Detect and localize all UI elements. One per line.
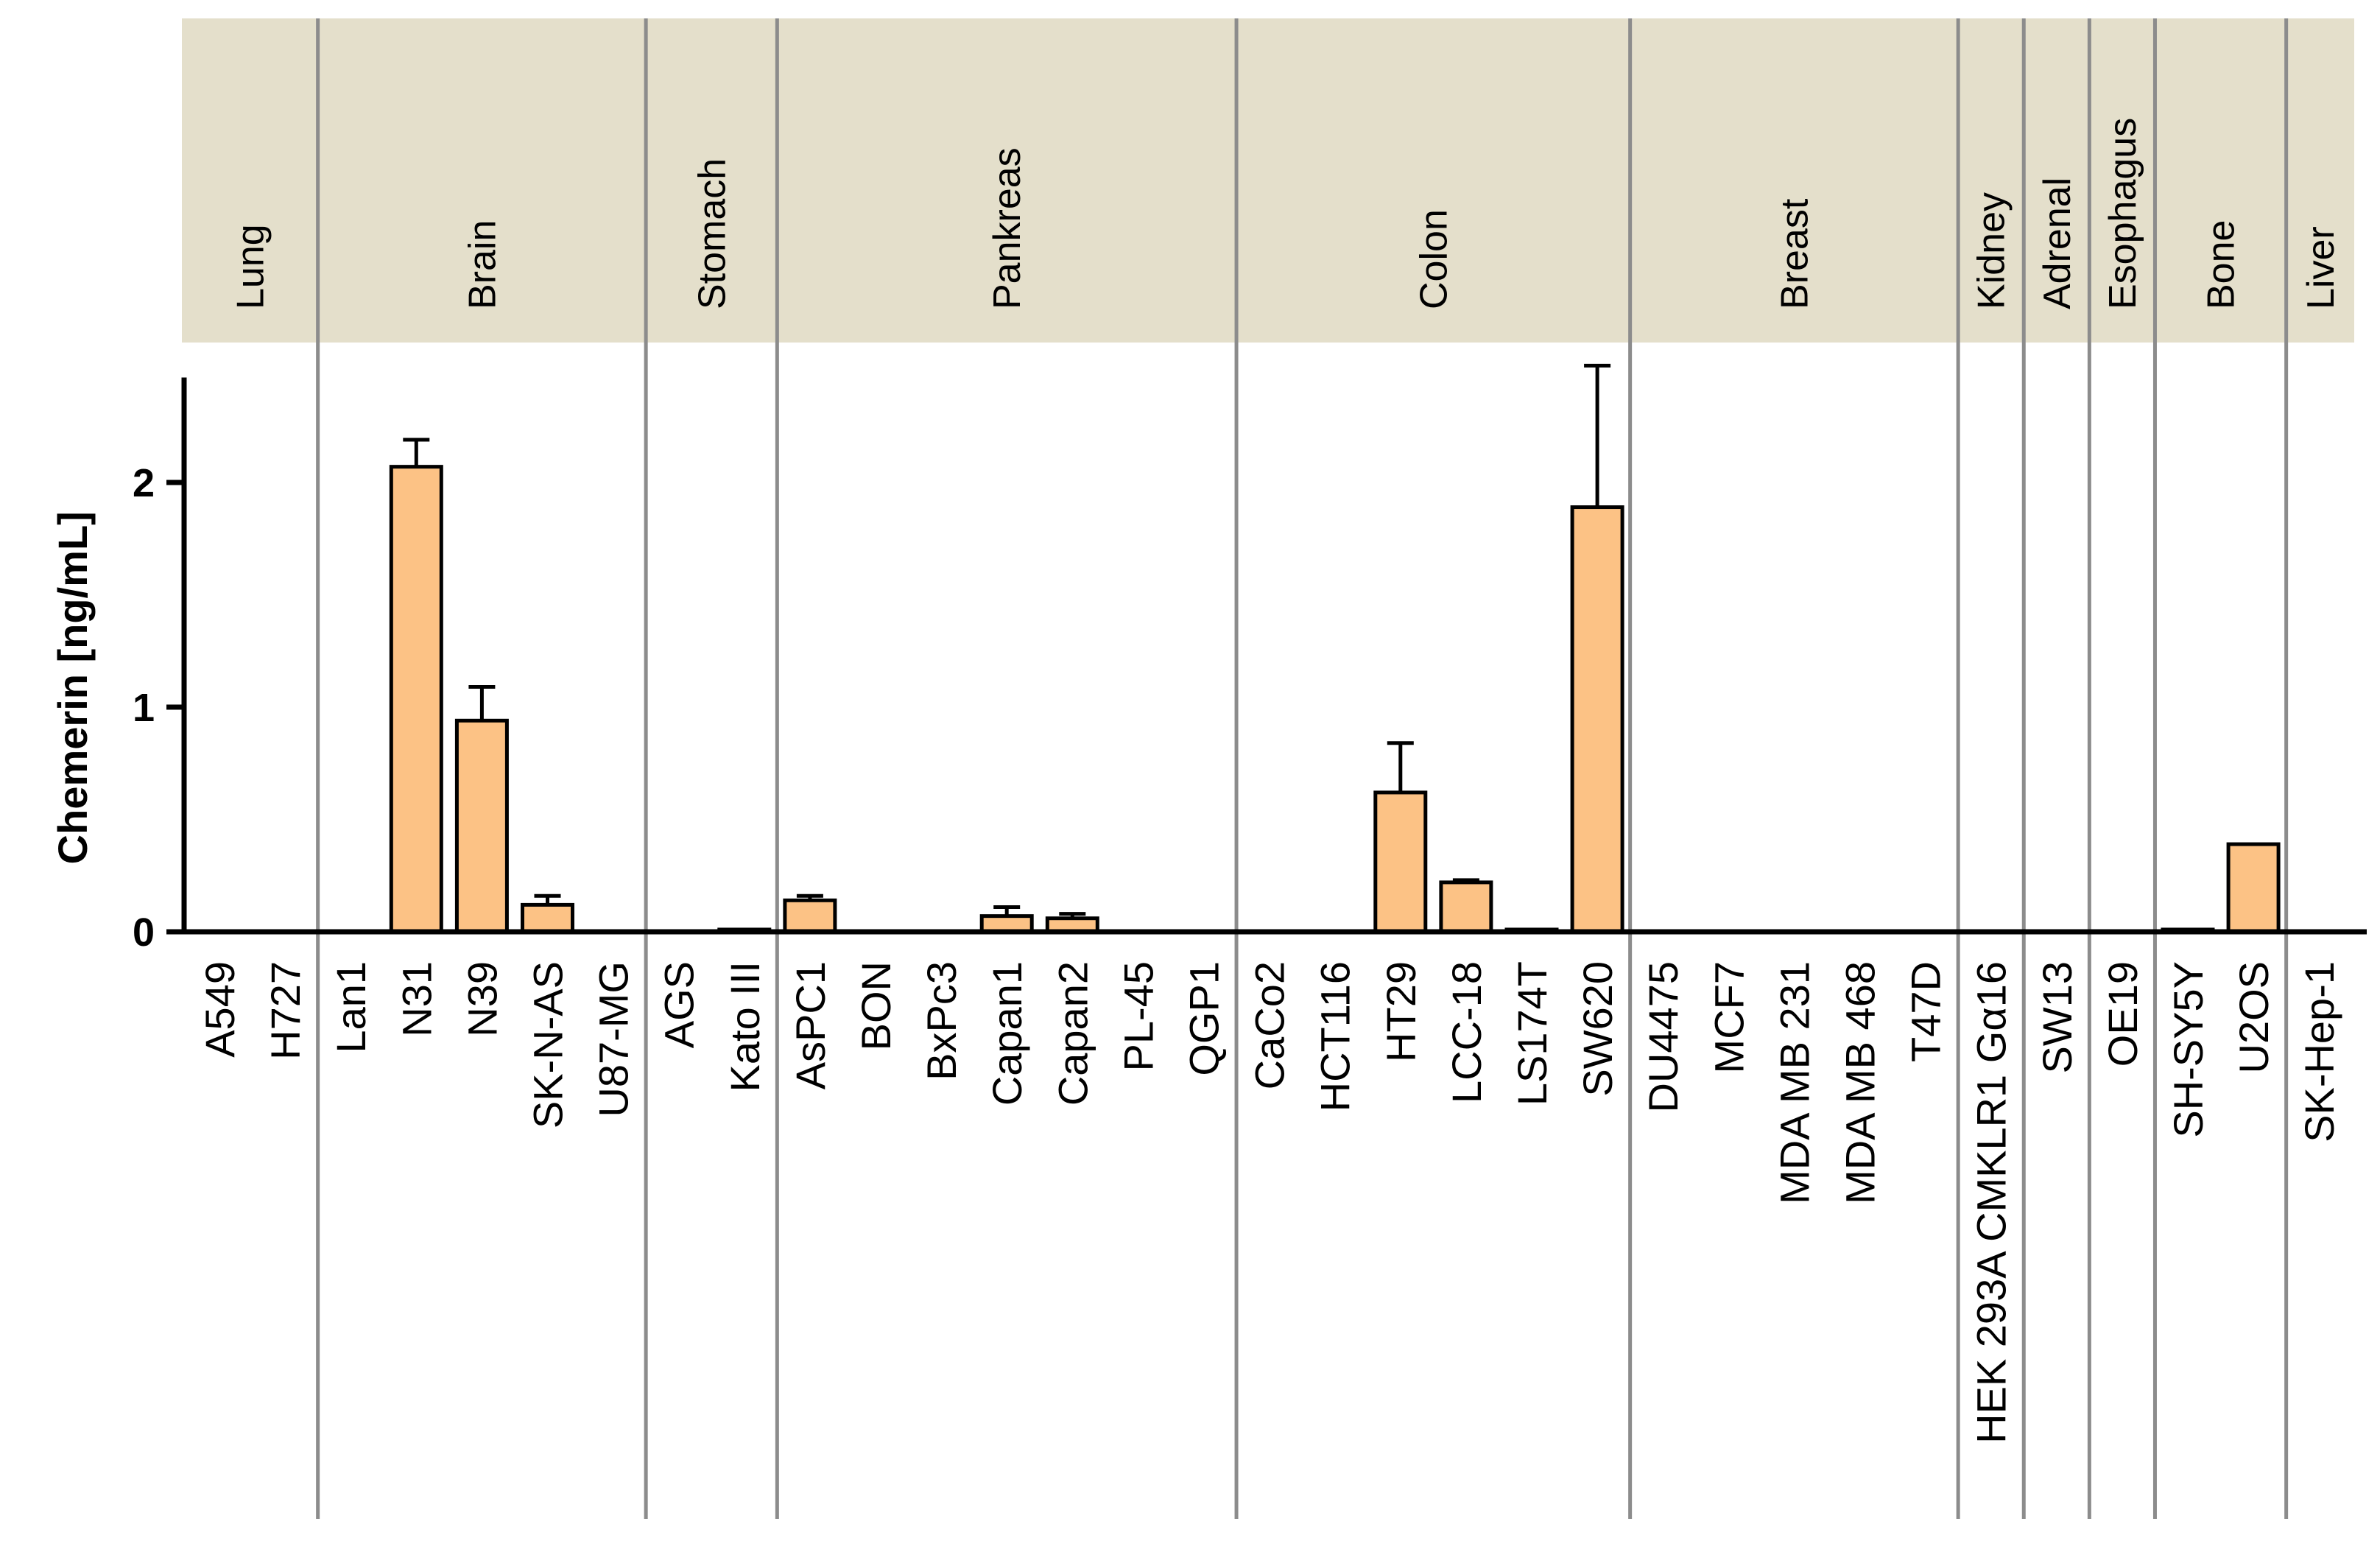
bar-ht29 xyxy=(1373,790,1428,934)
group-label-pankreas: Pankreas xyxy=(986,147,1029,309)
category-label: HCT116 xyxy=(1312,961,1359,1112)
group-label-liver: Liver xyxy=(2300,226,2342,309)
category-label: LS174T xyxy=(1509,961,1555,1106)
bar-aspc1 xyxy=(783,898,837,934)
group-label-brain: Brain xyxy=(461,220,504,309)
category-label: AsPC1 xyxy=(787,961,834,1089)
category-label: Capan2 xyxy=(1049,961,1096,1106)
category-label: U87-MG xyxy=(591,961,637,1117)
category-label: A549 xyxy=(197,961,243,1058)
category-label: HEK 293A CMKLR1 Gα16 xyxy=(1968,961,2015,1444)
category-label: PL-45 xyxy=(1115,961,1161,1071)
bar-sk-n-as xyxy=(521,902,574,934)
category-label: DU4475 xyxy=(1640,961,1686,1112)
category-label: MCF7 xyxy=(1705,961,1752,1073)
category-label: AGS xyxy=(656,961,703,1048)
bar-n31 xyxy=(389,465,443,934)
category-label: Kato III xyxy=(722,961,768,1092)
bars-layer xyxy=(389,363,2281,934)
axes-layer: 0 1 2 Chemerin [ng/mL] xyxy=(49,377,2367,955)
group-separators xyxy=(316,18,2289,1519)
category-label: SW13 xyxy=(2034,961,2080,1074)
group-label-bone: Bone xyxy=(2200,220,2243,309)
category-label: Capan1 xyxy=(984,961,1030,1106)
category-label: LCC-18 xyxy=(1443,961,1490,1103)
category-label: SW620 xyxy=(1574,961,1621,1097)
group-label-colon: Colon xyxy=(1412,209,1455,309)
category-label: SK-Hep-1 xyxy=(2296,961,2342,1142)
category-label: U2OS xyxy=(2231,961,2277,1074)
category-label: SK-N-AS xyxy=(525,961,571,1128)
category-label: N39 xyxy=(459,961,505,1037)
bar-u2os xyxy=(2226,842,2281,934)
category-label: MDA MB 231 xyxy=(1771,961,1817,1204)
header-band-background xyxy=(182,18,2354,343)
bar-sw620 xyxy=(1570,505,1624,934)
category-label: OE19 xyxy=(2099,961,2146,1067)
category-labels-layer: A549 H727 Lan1 N31 N39 SK-N-AS U87-MG AGS Kato I… xyxy=(197,961,2342,1444)
category-label: CaCo2 xyxy=(1247,961,1293,1089)
group-label-breast: Breast xyxy=(1773,198,1816,309)
category-label: H727 xyxy=(262,961,309,1060)
bar-n39 xyxy=(454,718,509,934)
y-tick-label: 1 xyxy=(133,686,155,730)
category-label: T47D xyxy=(1903,961,1949,1062)
category-label: Lan1 xyxy=(328,961,374,1053)
y-tick-label: 0 xyxy=(133,910,155,955)
group-label-esophagus: Esophagus xyxy=(2102,118,2144,309)
bar-lcc-18 xyxy=(1439,880,1493,934)
tissue-header-band: Lung Brain Stomach Pankreas Colon Breast Kidne… xyxy=(182,18,2354,343)
category-label: SH-SY5Y xyxy=(2165,961,2211,1138)
category-label: BxPc3 xyxy=(918,961,965,1081)
category-label: QGP1 xyxy=(1181,961,1228,1076)
group-label-stomach: Stomach xyxy=(691,158,733,309)
y-axis-title: Chemerin [ng/mL] xyxy=(49,511,96,864)
group-label-kidney: Kidney xyxy=(1971,192,2013,309)
category-label: BON xyxy=(853,961,899,1050)
group-label-lung: Lung xyxy=(229,224,272,309)
category-label: MDA MB 468 xyxy=(1837,961,1884,1204)
y-tick-label: 2 xyxy=(133,461,155,505)
group-label-adrenal: Adrenal xyxy=(2036,178,2079,309)
category-label: HT29 xyxy=(1378,961,1424,1062)
category-label: N31 xyxy=(393,961,440,1037)
